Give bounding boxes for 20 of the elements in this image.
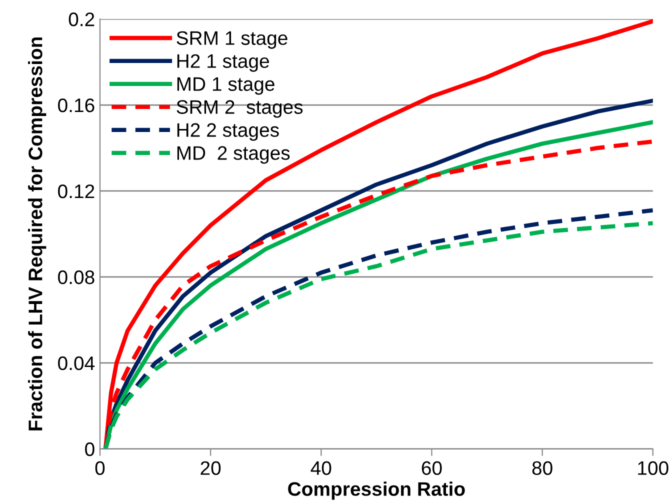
y-tick-label: 0	[85, 442, 94, 456]
x-tick-label: 60	[422, 461, 442, 475]
x-axis-title: Compression Ratio	[288, 482, 465, 500]
legend-label: H2 2 stages	[177, 123, 279, 141]
legend-label: SRM 1 stage	[176, 31, 288, 49]
legend-label: H2 1 stage	[177, 54, 269, 72]
legend-label: MD 1 stage	[177, 77, 274, 95]
legend-label: MD 2 stages	[177, 146, 290, 164]
y-axis-title: Fraction of LHV Required for Compression	[28, 37, 46, 430]
legend-label: SRM 2 stages	[176, 100, 303, 118]
y-tick-label: 0.12	[58, 184, 94, 198]
x-tick-label: 20	[200, 461, 221, 475]
x-tick-label: 80	[532, 461, 552, 475]
x-tick-label: 40	[310, 461, 332, 475]
y-tick-label: 0.2	[68, 12, 94, 26]
x-tick-label: 100	[638, 461, 668, 475]
y-tick-label: 0.16	[58, 98, 94, 112]
x-tick-label: 0	[95, 461, 105, 475]
y-tick-label: 0.04	[58, 356, 95, 370]
y-tick-label: 0.08	[58, 270, 94, 284]
